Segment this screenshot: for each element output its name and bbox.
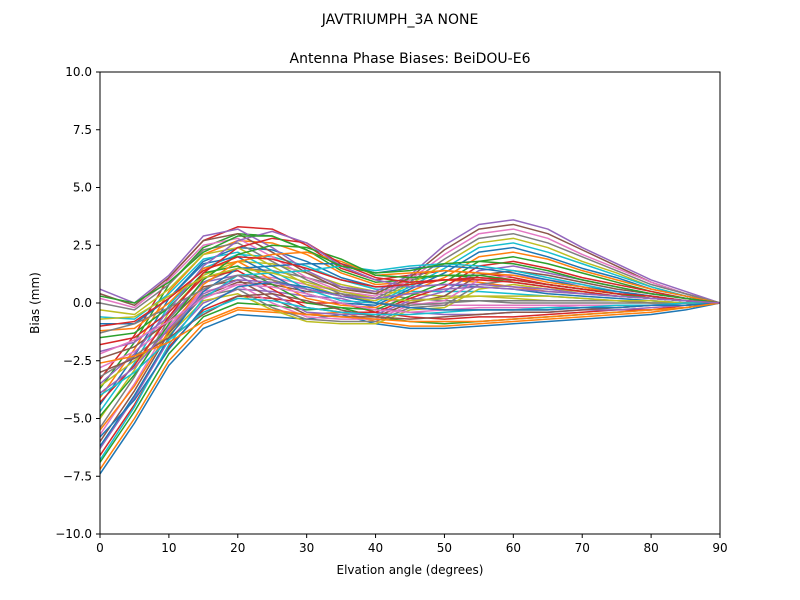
y-tick-label: −2.5 [63, 354, 92, 368]
y-tick-label: 10.0 [65, 65, 92, 79]
x-tick-label: 50 [437, 541, 452, 555]
series-line-15 [99, 219, 721, 304]
series-line-26 [99, 269, 721, 360]
x-tick-label: 30 [299, 541, 314, 555]
y-tick-label: −7.5 [63, 469, 92, 483]
x-tick-label: 80 [643, 541, 658, 555]
series-line-40 [99, 297, 720, 397]
x-tick-label: 20 [230, 541, 245, 555]
x-axis: 0 10 20 30 40 50 60 70 80 90 [96, 534, 728, 555]
x-tick-label: 40 [368, 541, 383, 555]
x-tick-label: 70 [575, 541, 590, 555]
series-line-2 [99, 302, 721, 470]
series-line-22 [99, 251, 721, 332]
figure-suptitle: JAVTRIUMPH_3A NONE [321, 12, 479, 28]
series-line-39 [99, 267, 720, 320]
y-tick-label: 2.5 [73, 238, 92, 252]
series-layer [99, 219, 721, 475]
y-tick-label: −5.0 [63, 412, 92, 426]
series-line-1 [99, 302, 721, 475]
series-line-17 [99, 228, 721, 309]
y-tick-label: 5.0 [73, 181, 92, 195]
x-tick-label: 0 [96, 541, 104, 555]
y-axis: −10.0 −7.5 −5.0 −2.5 0.0 2.5 5.0 7.5 10.0 [55, 65, 100, 541]
x-tick-label: 10 [161, 541, 176, 555]
series-line-42 [99, 302, 721, 364]
x-axis-label: Elvation angle (degrees) [337, 563, 484, 577]
series-line-44 [99, 256, 721, 327]
x-tick-label: 60 [506, 541, 521, 555]
y-tick-label: −10.0 [55, 527, 92, 541]
series-line-43 [99, 235, 721, 304]
chart-title: Antenna Phase Biases: BeiDOU-E6 [290, 51, 531, 67]
series-line-45 [99, 279, 721, 394]
y-axis-label: Bias (mm) [28, 272, 42, 334]
series-line-41 [99, 281, 721, 438]
x-tick-label: 90 [712, 541, 727, 555]
y-tick-label: 0.0 [73, 296, 92, 310]
y-tick-label: 7.5 [73, 123, 92, 137]
series-line-31 [99, 262, 721, 447]
series-line-21 [100, 246, 721, 325]
